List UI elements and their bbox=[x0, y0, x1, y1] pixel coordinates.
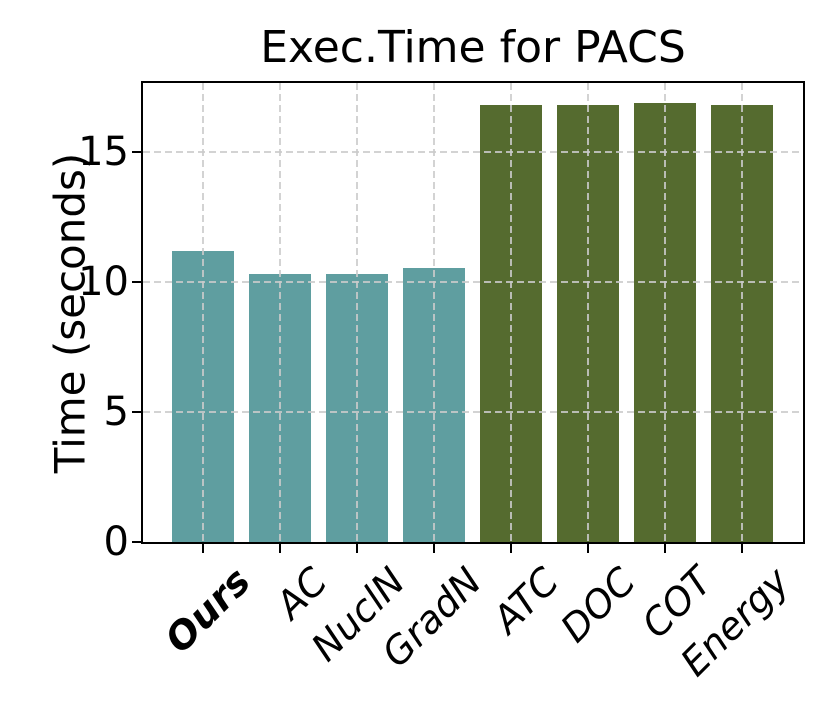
x-grid-line bbox=[664, 83, 666, 542]
x-grid-line bbox=[356, 83, 358, 542]
x-grid-line bbox=[741, 83, 743, 542]
x-tick bbox=[202, 544, 204, 553]
x-tick bbox=[664, 544, 666, 553]
y-tick bbox=[132, 410, 141, 413]
x-tick bbox=[741, 544, 743, 553]
x-tick bbox=[510, 544, 512, 553]
x-tick bbox=[279, 544, 281, 553]
x-tick-label: Ours bbox=[156, 559, 260, 662]
y-tick-label: 0 bbox=[103, 519, 129, 565]
x-tick bbox=[356, 544, 358, 553]
y-tick bbox=[132, 280, 141, 283]
x-grid-line bbox=[433, 83, 435, 542]
y-tick bbox=[132, 150, 141, 153]
y-tick bbox=[132, 541, 141, 543]
x-tick bbox=[587, 544, 589, 553]
y-grid-line bbox=[143, 410, 803, 413]
x-grid-line bbox=[587, 83, 589, 542]
x-tick bbox=[433, 544, 435, 553]
y-grid-line bbox=[143, 150, 803, 153]
y-grid-line bbox=[143, 280, 803, 283]
x-grid-line bbox=[202, 83, 204, 542]
y-tick-label: 15 bbox=[78, 128, 129, 175]
x-grid-line bbox=[279, 83, 281, 542]
y-tick-label: 10 bbox=[78, 258, 129, 305]
x-tick-label: ATC bbox=[484, 559, 568, 642]
y-tick-label: 5 bbox=[103, 388, 129, 435]
chart-title: Exec.Time for PACS bbox=[260, 22, 686, 73]
x-grid-line bbox=[510, 83, 512, 542]
x-tick-label: DOC bbox=[552, 559, 645, 651]
